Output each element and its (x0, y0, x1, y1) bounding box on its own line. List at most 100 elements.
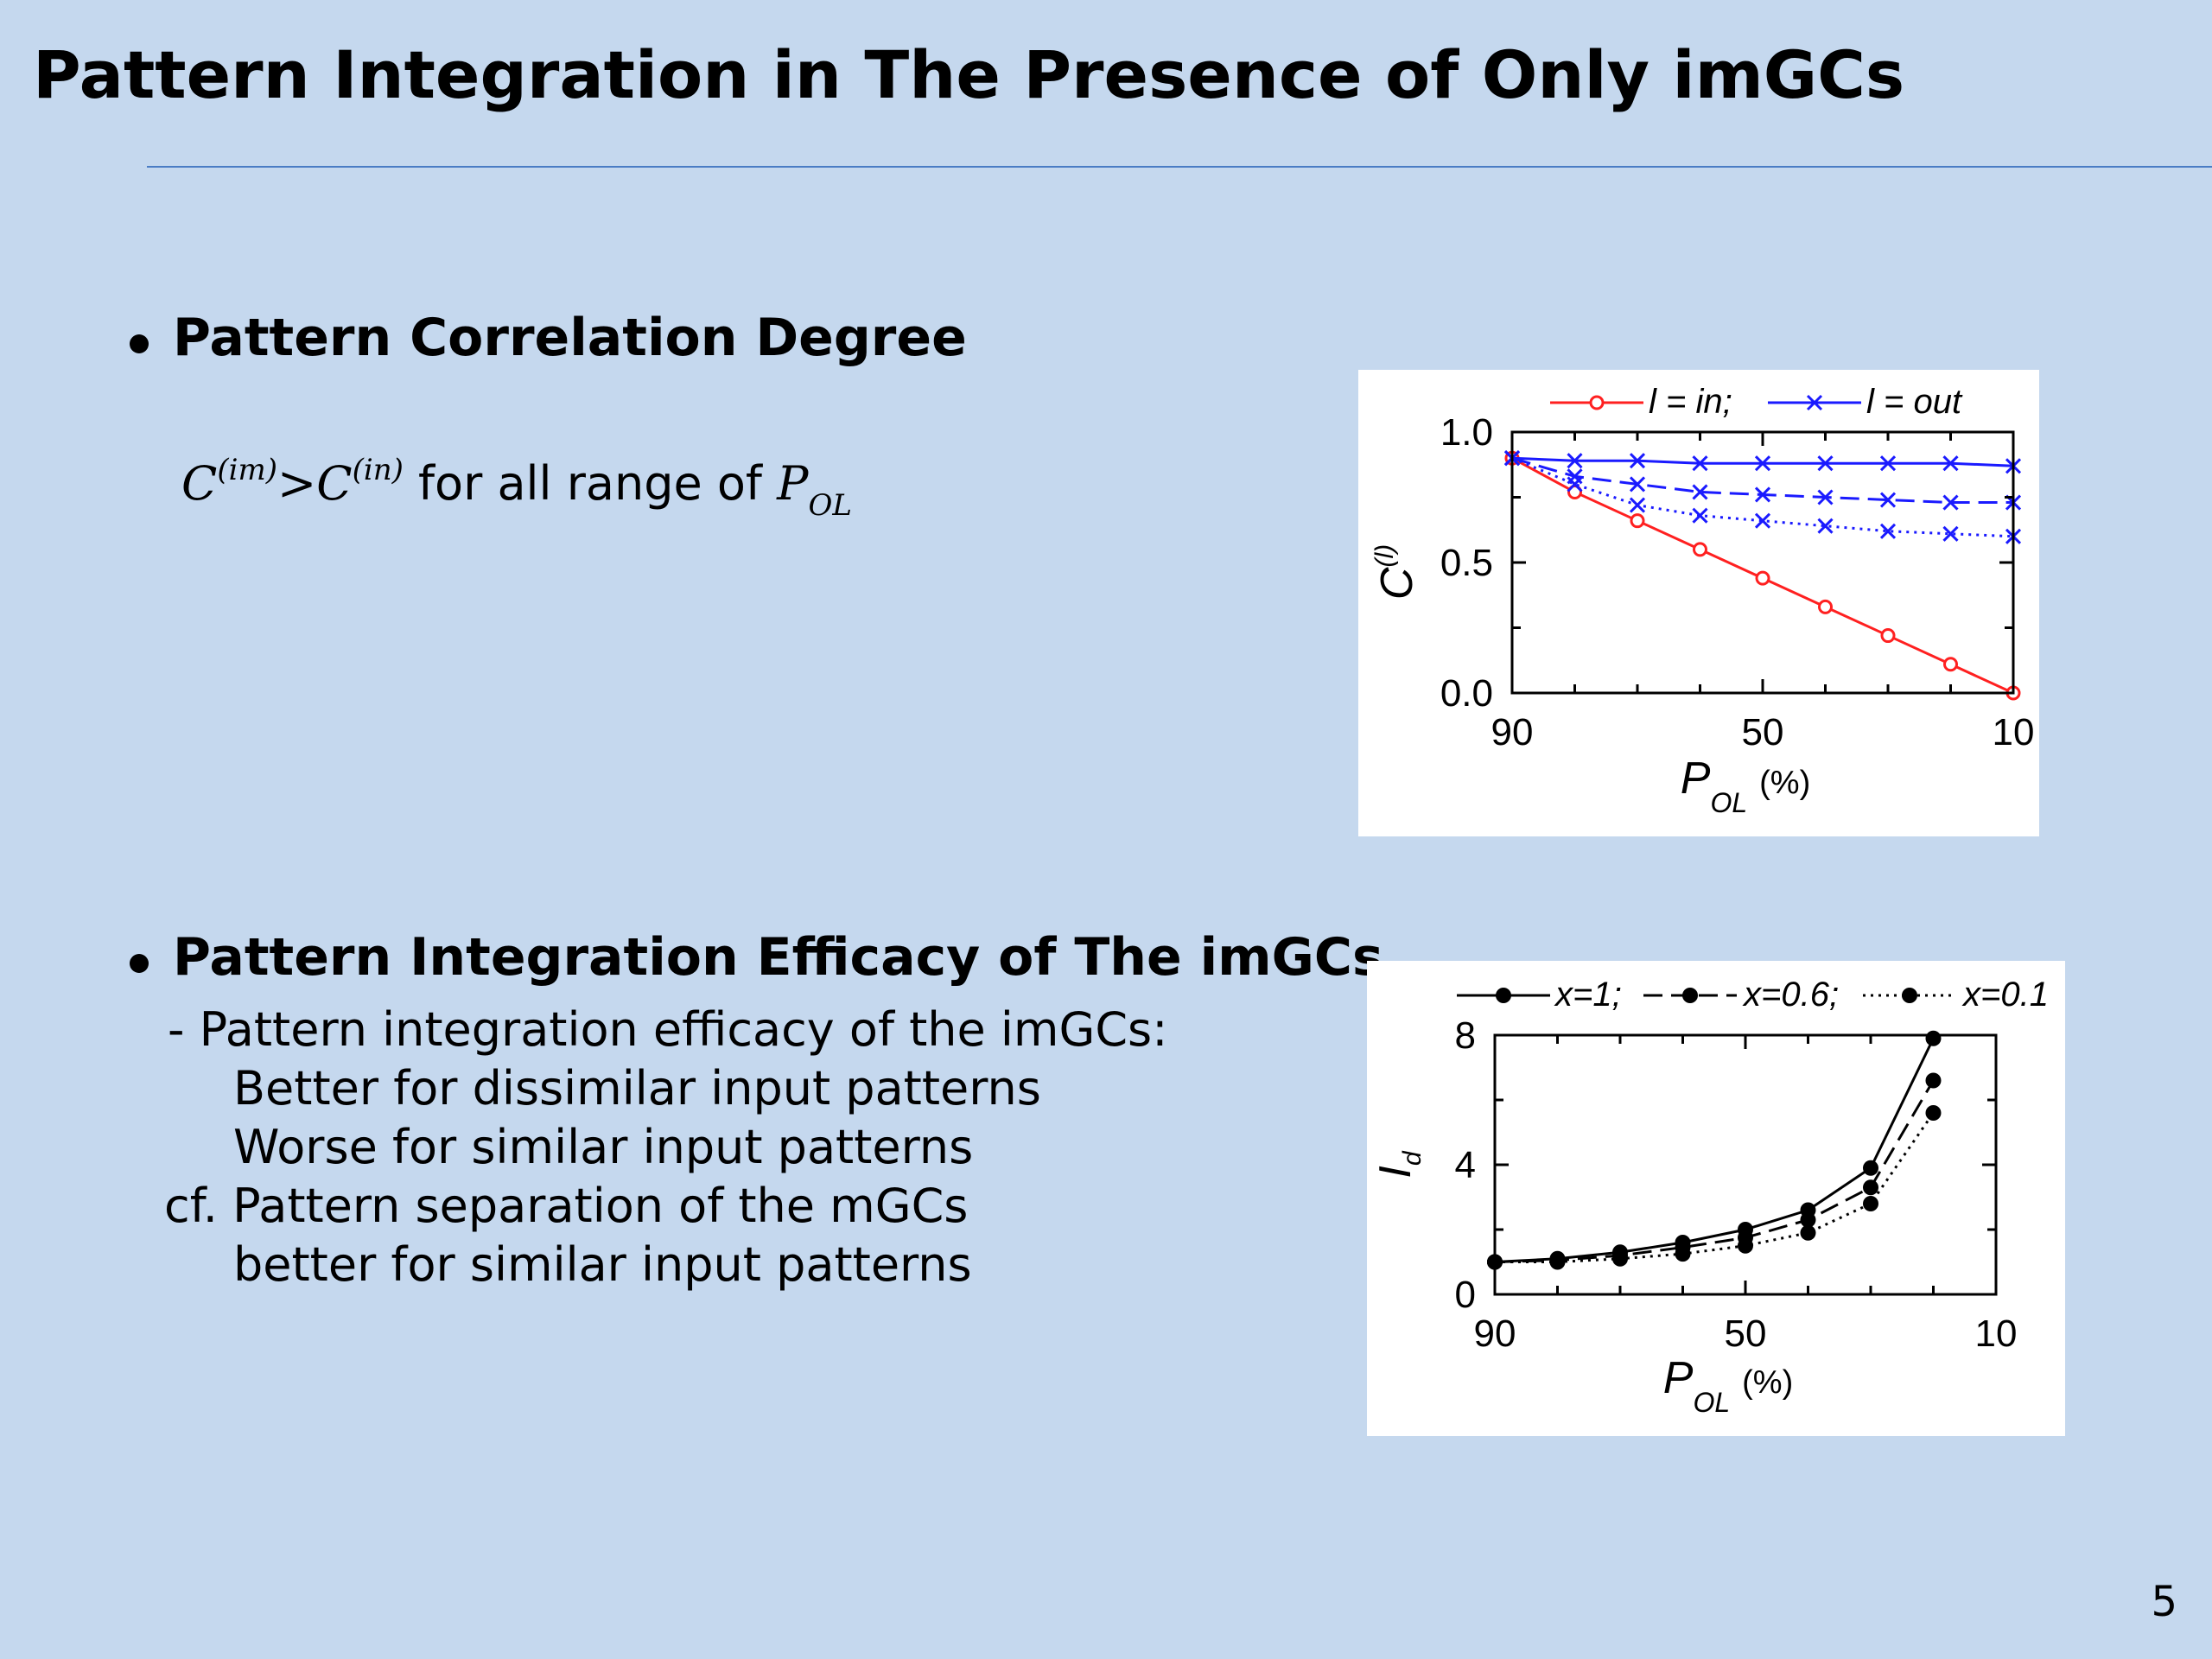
c1-xtick-label: 90 (1491, 711, 1534, 753)
c1-data-point-out (1942, 525, 1959, 542)
c1-data-point-out (1817, 489, 1834, 505)
c2-data-point (1675, 1246, 1691, 1262)
c1-data-point-out-b (1692, 455, 1708, 472)
c1-data-point-out-b (1879, 492, 1897, 508)
c1-data-point-out-b (1879, 523, 1897, 539)
c1-data-point-out-b (1817, 489, 1834, 505)
c1-data-point-out (1692, 507, 1708, 524)
c-im-symbol: C(im) (181, 453, 277, 511)
c1-ytick-label: 0.0 (1440, 672, 1493, 715)
efficacy-line-1: - Pattern integration efficacy of the im… (168, 1002, 1168, 1057)
c1-data-point-out-b (1879, 455, 1897, 472)
c1-legend-label: l = in; (1649, 383, 1732, 421)
c2-data-point (1863, 1179, 1878, 1196)
c1-data-point-out-b (1567, 453, 1583, 469)
c2-data-point (1549, 1254, 1566, 1270)
bullet-dot-2 (130, 954, 149, 973)
c2-legend-marker (1902, 988, 1917, 1003)
c1-series-line-out-dotted (1511, 456, 2014, 538)
c1-legend-marker (1589, 395, 1605, 410)
c1-data-point-in (1755, 570, 1770, 586)
c1-data-point-out (1754, 486, 1771, 503)
integration-y-axis-label: Id (1370, 1150, 1427, 1178)
c2-legend-marker (1682, 988, 1698, 1003)
c2-ytick-label: 8 (1455, 1014, 1476, 1057)
c2-series-line-dotted (1495, 1112, 1935, 1263)
efficacy-line-3: Worse for similar input patterns (233, 1120, 974, 1174)
correlation-y-axis-label: C(l) (1370, 544, 1422, 600)
c1-data-point-out-b (1754, 455, 1771, 472)
c1-data-point-out (1692, 455, 1708, 472)
c1-data-point-in (1630, 513, 1645, 529)
c2-xtick-label: 50 (1725, 1313, 1767, 1355)
slide-number: 5 (2151, 1578, 2177, 1626)
c1-data-point-out-b (1817, 518, 1834, 534)
c1-legend-label: l = out (1866, 383, 1963, 421)
c2-legend-marker (1496, 988, 1511, 1003)
greater-than-symbol: > (276, 456, 317, 511)
c1-data-point-out-b (1817, 455, 1834, 472)
c1-data-point-out-b (1629, 453, 1646, 469)
c1-data-point-in (1693, 542, 1707, 557)
c1-legend-marker-b (1806, 394, 1823, 411)
c2-legend-label: x=0.1 (1961, 976, 2049, 1014)
c1-data-point-in (1818, 599, 1833, 614)
c2-data-point (1800, 1224, 1816, 1241)
c1-data-point-out (1817, 518, 1834, 534)
correlation-chart-legend: l = in; l = out (1550, 383, 1963, 421)
c1-ytick-label: 1.0 (1440, 411, 1493, 454)
correlation-chart: l = in; l = out 90 50 10 0.0 0.5 1.0 C(l) POL(… (1358, 370, 2039, 836)
c1-data-point-out-b (1942, 525, 1959, 542)
correlation-statement: C(im)>C(in) for all range of POL (181, 453, 852, 523)
c1-data-point-out (1879, 523, 1897, 539)
efficacy-line-2: Better for dissimilar input patterns (233, 1061, 1041, 1116)
c1-data-point-out (1629, 453, 1646, 469)
c2-legend-label: x=1; (1554, 976, 1622, 1014)
c1-data-point-out (1567, 476, 1583, 493)
c1-data-point-out (1692, 484, 1708, 500)
c-in-symbol: C(in) (316, 453, 404, 511)
integration-chart-svg: x=1; x=0.6; x=0.1 90 50 10 0 4 8 Id POL(%) (1370, 976, 2049, 1418)
c1-data-point-out (1879, 492, 1897, 508)
c1-data-point-out-b (1942, 494, 1959, 511)
c1-data-point-out (1754, 512, 1771, 529)
c2-data-point (1738, 1237, 1753, 1254)
separation-line-1: cf. Pattern separation of the mGCs (164, 1179, 969, 1233)
c2-data-point (1800, 1211, 1816, 1228)
integration-chart-ticks: 90 50 10 0 4 8 (1455, 1014, 2018, 1355)
c2-data-point (1925, 1072, 1942, 1089)
c2-data-point (1863, 1160, 1878, 1176)
c1-data-point-out (1629, 476, 1646, 493)
correlation-chart-series (1503, 450, 2022, 701)
c2-ytick-label: 4 (1455, 1144, 1476, 1186)
c1-data-point-out (1942, 494, 1959, 511)
c1-data-point-out-b (1629, 476, 1646, 493)
c2-series-line-dashed (1494, 1079, 1935, 1263)
c1-data-point-out (1567, 453, 1583, 469)
c1-data-point-out-b (1754, 512, 1771, 529)
section2-heading: Pattern Integration Efficacy of The imGC… (173, 927, 1383, 988)
correlation-x-axis-label: POL(%) (1681, 753, 1810, 818)
c1-data-point-out-b (1692, 507, 1708, 524)
c1-data-point-out-b (1754, 486, 1771, 503)
integration-chart: x=1; x=0.6; x=0.1 90 50 10 0 4 8 Id POL(%) (1367, 961, 2065, 1436)
c1-data-point-out-b (1567, 476, 1583, 493)
c1-data-point-out-b (1692, 484, 1708, 500)
c1-data-point-in (1943, 657, 1958, 672)
c1-ytick-label: 0.5 (1440, 542, 1493, 584)
c1-xtick-label: 50 (1742, 711, 1784, 753)
section1-heading: Pattern Correlation Degree (173, 308, 967, 368)
p-ol-symbol: POL (777, 456, 852, 523)
correlation-chart-ticks: 90 50 10 0.0 0.5 1.0 (1440, 411, 2035, 753)
c2-xtick-label: 10 (1975, 1313, 2018, 1355)
integration-chart-series (1487, 1030, 1942, 1270)
c2-legend-label: x=0.6; (1742, 976, 1839, 1014)
correlation-plot-frame (1510, 430, 2015, 695)
correlation-chart-svg: l = in; l = out 90 50 10 0.0 0.5 1.0 C(l) POL(… (1370, 383, 2035, 818)
c1-data-point-out-b (1942, 455, 1959, 472)
slide-title: Pattern Integration in The Presence of O… (33, 36, 1905, 113)
bullet-dot-1 (130, 334, 149, 353)
separation-line-2: better for similar input patterns (233, 1237, 972, 1292)
c2-data-point (1612, 1250, 1628, 1267)
statement-text: for all range of (403, 456, 778, 511)
